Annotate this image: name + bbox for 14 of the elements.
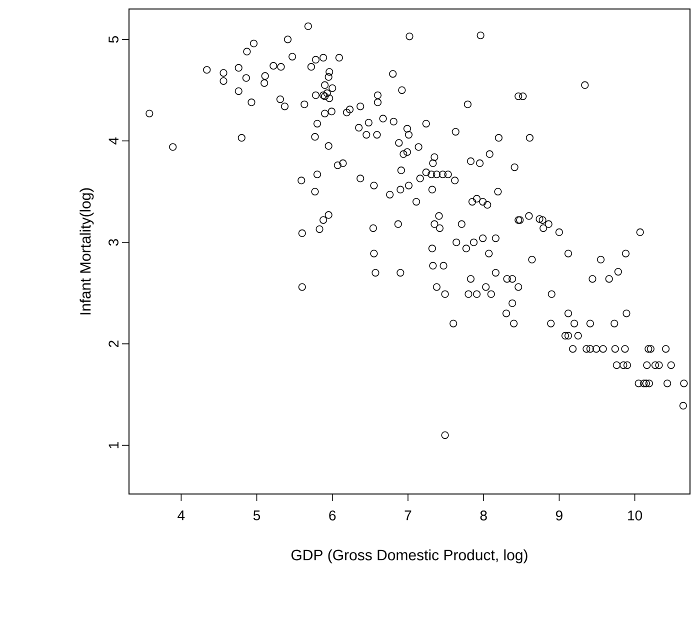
x-tick-label: 4 — [178, 510, 185, 520]
y-tick-label: 1 — [108, 442, 118, 448]
y-tick-label: 5 — [108, 36, 118, 43]
x-axis-title: GDP (Gross Domestic Product, log) — [291, 549, 528, 564]
x-tick-label: 7 — [404, 510, 412, 520]
y-tick-label: 2 — [108, 340, 118, 348]
y-tick-label: 4 — [108, 137, 118, 144]
y-axis-title: Infant Mortality(log) — [80, 188, 94, 314]
x-tick-label: 10 — [628, 510, 642, 520]
x-tick-label: 8 — [480, 510, 487, 520]
x-tick-label: 6 — [329, 510, 336, 520]
y-tick-label: 3 — [108, 239, 118, 246]
x-tick-label: 9 — [556, 510, 562, 520]
x-tick-label: 5 — [253, 510, 260, 520]
